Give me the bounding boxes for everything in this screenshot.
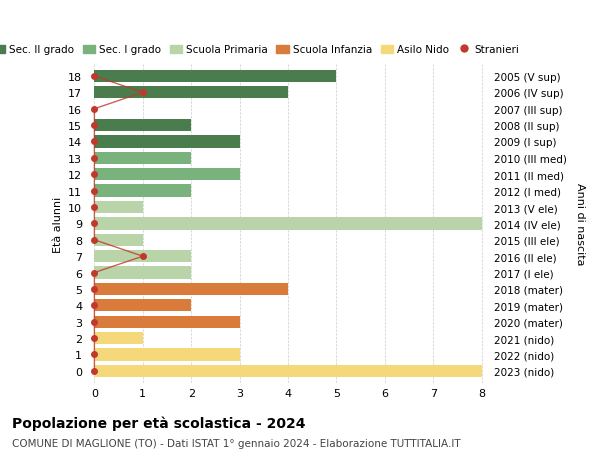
Bar bbox=[94, 71, 337, 83]
Bar bbox=[94, 267, 191, 279]
Bar bbox=[94, 251, 191, 263]
Bar bbox=[94, 152, 191, 165]
Bar bbox=[94, 169, 239, 181]
Bar bbox=[94, 185, 191, 197]
Legend: Sec. II grado, Sec. I grado, Scuola Primaria, Scuola Infanzia, Asilo Nido, Stran: Sec. II grado, Sec. I grado, Scuola Prim… bbox=[0, 41, 523, 59]
Bar bbox=[94, 218, 482, 230]
Bar bbox=[94, 120, 191, 132]
Bar bbox=[94, 316, 239, 328]
Bar bbox=[94, 87, 288, 99]
Bar bbox=[94, 234, 143, 246]
Bar bbox=[94, 283, 288, 296]
Y-axis label: Età alunni: Età alunni bbox=[53, 196, 62, 252]
Bar bbox=[94, 300, 191, 312]
Text: COMUNE DI MAGLIONE (TO) - Dati ISTAT 1° gennaio 2024 - Elaborazione TUTTITALIA.I: COMUNE DI MAGLIONE (TO) - Dati ISTAT 1° … bbox=[12, 438, 461, 448]
Bar bbox=[94, 202, 143, 214]
Text: Popolazione per età scolastica - 2024: Popolazione per età scolastica - 2024 bbox=[12, 415, 305, 430]
Bar bbox=[94, 332, 143, 344]
Y-axis label: Anni di nascita: Anni di nascita bbox=[575, 183, 585, 265]
Bar bbox=[94, 365, 482, 377]
Bar bbox=[94, 348, 239, 361]
Bar bbox=[94, 136, 239, 148]
